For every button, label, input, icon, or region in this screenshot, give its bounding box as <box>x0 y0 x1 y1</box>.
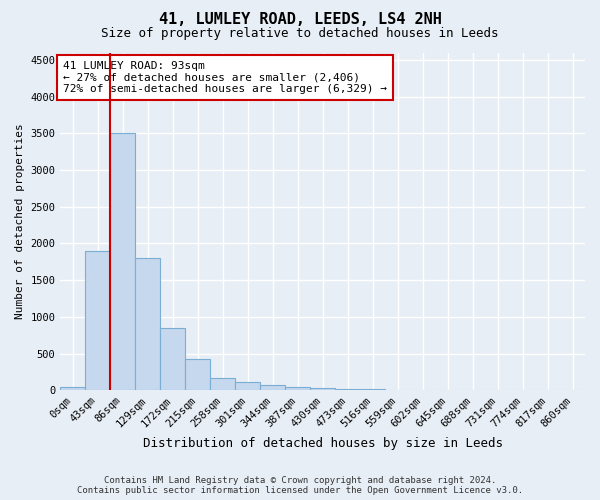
Bar <box>160 328 185 390</box>
Text: 41, LUMLEY ROAD, LEEDS, LS4 2NH: 41, LUMLEY ROAD, LEEDS, LS4 2NH <box>158 12 442 28</box>
Bar <box>310 388 335 390</box>
X-axis label: Distribution of detached houses by size in Leeds: Distribution of detached houses by size … <box>143 437 503 450</box>
Bar <box>260 384 285 390</box>
Bar <box>285 386 310 390</box>
Text: 41 LUMLEY ROAD: 93sqm
← 27% of detached houses are smaller (2,406)
72% of semi-d: 41 LUMLEY ROAD: 93sqm ← 27% of detached … <box>63 61 387 94</box>
Text: Contains HM Land Registry data © Crown copyright and database right 2024.
Contai: Contains HM Land Registry data © Crown c… <box>77 476 523 495</box>
Bar <box>61 386 85 390</box>
Bar <box>335 389 360 390</box>
Text: Size of property relative to detached houses in Leeds: Size of property relative to detached ho… <box>101 28 499 40</box>
Bar <box>110 134 136 390</box>
Bar <box>185 358 210 390</box>
Bar <box>136 258 160 390</box>
Bar <box>210 378 235 390</box>
Bar <box>85 250 110 390</box>
Y-axis label: Number of detached properties: Number of detached properties <box>15 124 25 319</box>
Bar <box>235 382 260 390</box>
